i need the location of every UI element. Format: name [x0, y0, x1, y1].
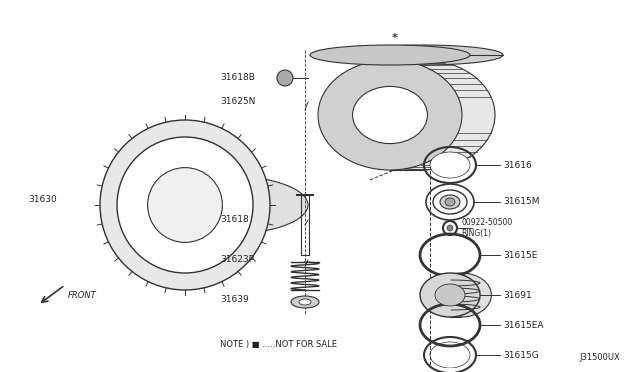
Bar: [446, 368, 454, 372]
Ellipse shape: [351, 60, 495, 170]
Ellipse shape: [318, 60, 462, 170]
Text: J31500UX: J31500UX: [579, 353, 620, 362]
Text: 31615EA: 31615EA: [503, 321, 543, 330]
Text: 31639: 31639: [220, 295, 249, 305]
Text: NOTE ) ■ .....NOT FOR SALE: NOTE ) ■ .....NOT FOR SALE: [220, 340, 337, 350]
Text: *: *: [392, 33, 398, 43]
Ellipse shape: [299, 299, 311, 305]
Ellipse shape: [440, 195, 460, 209]
Ellipse shape: [430, 152, 470, 178]
Ellipse shape: [291, 296, 319, 308]
Ellipse shape: [310, 45, 470, 65]
Text: 00922-50500
RING(1): 00922-50500 RING(1): [461, 218, 512, 238]
Ellipse shape: [445, 198, 455, 206]
Ellipse shape: [138, 175, 308, 235]
Text: 31618: 31618: [220, 215, 249, 224]
Text: 31625N: 31625N: [220, 97, 255, 106]
Text: 31623P: 31623P: [220, 256, 254, 264]
Text: 31618B: 31618B: [220, 74, 255, 83]
Ellipse shape: [277, 70, 293, 86]
Ellipse shape: [100, 120, 270, 290]
Text: 31615G: 31615G: [503, 350, 539, 359]
Ellipse shape: [117, 137, 253, 273]
Text: FRONT: FRONT: [68, 291, 97, 299]
Text: 31616: 31616: [503, 160, 532, 170]
Ellipse shape: [343, 45, 503, 65]
Ellipse shape: [435, 284, 465, 306]
Text: 31615E: 31615E: [503, 250, 538, 260]
Text: 31630: 31630: [28, 196, 57, 205]
Ellipse shape: [385, 86, 460, 144]
Ellipse shape: [353, 86, 428, 144]
Text: 31691: 31691: [503, 291, 532, 299]
Ellipse shape: [420, 273, 480, 317]
Circle shape: [447, 225, 453, 231]
Ellipse shape: [431, 273, 492, 317]
Text: 31615M: 31615M: [503, 198, 540, 206]
Ellipse shape: [148, 168, 223, 243]
